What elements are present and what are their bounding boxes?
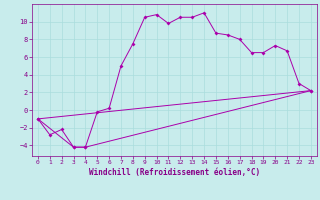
X-axis label: Windchill (Refroidissement éolien,°C): Windchill (Refroidissement éolien,°C) (89, 168, 260, 177)
